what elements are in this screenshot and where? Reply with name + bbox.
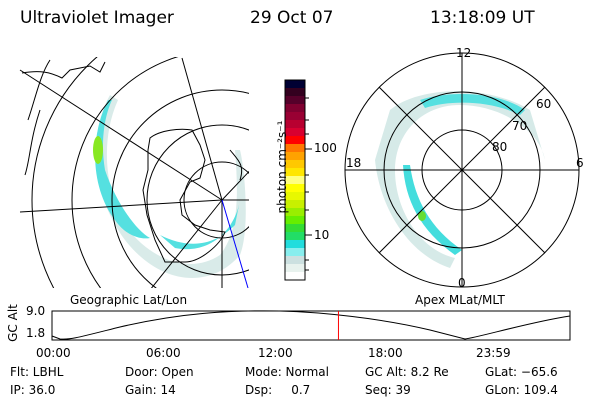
orbit-xtick-4: 23:59: [476, 346, 511, 360]
lat-label-60: 60: [536, 97, 552, 111]
orbit-xtick-3: 18:00: [368, 346, 403, 360]
colorbar-band: [285, 160, 305, 169]
orbit-xtick-0: 00:00: [36, 346, 71, 360]
colorbar-band: [285, 248, 305, 257]
lat-label-80: 80: [492, 140, 508, 154]
orbit-xtick-2: 12:00: [258, 346, 293, 360]
aurora-bright-spot: [93, 136, 103, 164]
orbit-ylabel: GC Alt: [5, 304, 20, 342]
door-info: Door: Open: [125, 365, 194, 379]
aurora-arc-left: [95, 100, 150, 239]
colorbar-band: [285, 208, 305, 217]
colorbar-band: [285, 88, 305, 97]
orbit-altitude-curve: [51, 310, 571, 340]
seq-info: Seq: 39: [365, 383, 411, 397]
colorbar-band: [285, 144, 305, 153]
apex-polar-map: [344, 52, 580, 288]
colorbar-band: [285, 200, 305, 209]
colorbar-band: [285, 232, 305, 241]
colorbar-band: [285, 136, 305, 145]
colorbar-band: [285, 264, 305, 273]
mlt-label-6: 6: [576, 156, 584, 170]
colorbar-band: [285, 192, 305, 201]
orbit-xtick-1: 06:00: [146, 346, 181, 360]
mlt-label-18: 18: [346, 156, 362, 170]
dsp-info: Dsp: 0.7: [245, 383, 311, 397]
filter-info: Flt: LBHL: [10, 365, 64, 379]
colorbar-band: [285, 120, 305, 129]
aurora-oval-right: [375, 91, 545, 268]
orbit-ytick-min: 1.8: [26, 326, 46, 340]
aurora-oval-left: [95, 95, 246, 278]
colorbar-band: [285, 112, 305, 121]
colorbar-band: [285, 80, 305, 89]
colorbar-band: [285, 96, 305, 105]
gc-alt-info: GC Alt: 8.2 Re: [365, 365, 449, 379]
date-label: 29 Oct 07: [250, 8, 334, 28]
colorbar-band: [285, 216, 305, 225]
colorbar-unit-label: photon cm⁻²s⁻¹: [275, 120, 289, 214]
ip-info: IP: 36.0: [10, 383, 56, 397]
lat-label-70: 70: [512, 119, 528, 133]
colorbar-band: [285, 176, 305, 185]
mlt-label-0: 0: [458, 276, 466, 290]
mode-info: Mode: Normal: [245, 365, 329, 379]
colorbar-band: [285, 128, 305, 137]
geographic-map: [19, 57, 249, 288]
orbit-ytick-max: 9.0: [26, 304, 46, 318]
colorbar-band: [285, 168, 305, 177]
mlt-label-12: 12: [456, 46, 472, 60]
colorbar: [285, 80, 305, 281]
colorbar-band: [285, 272, 305, 281]
instrument-title: Ultraviolet Imager: [20, 8, 174, 28]
gain-info: Gain: 14: [125, 383, 176, 397]
orbit-plot-frame: [51, 310, 571, 341]
time-label: 13:18:09 UT: [430, 8, 535, 28]
satellite-track: [221, 199, 249, 288]
colorbar-tick-100: 100: [314, 141, 337, 155]
geographic-map-label: Geographic Lat/Lon: [70, 293, 188, 307]
colorbar-band: [285, 104, 305, 113]
aurora-bright-spot-right: [418, 211, 426, 221]
colorbar-band: [285, 224, 305, 233]
colorbar-tick-10: 10: [314, 228, 330, 242]
colorbar-band: [285, 184, 305, 193]
glon-info: GLon: 109.4: [485, 383, 558, 397]
glat-info: GLat: −65.6: [485, 365, 558, 379]
colorbar-band: [285, 240, 305, 249]
coastline: [142, 128, 226, 263]
colorbar-band: [285, 152, 305, 161]
apex-map-label: Apex MLat/MLT: [415, 293, 505, 307]
colorbar-band: [285, 256, 305, 265]
